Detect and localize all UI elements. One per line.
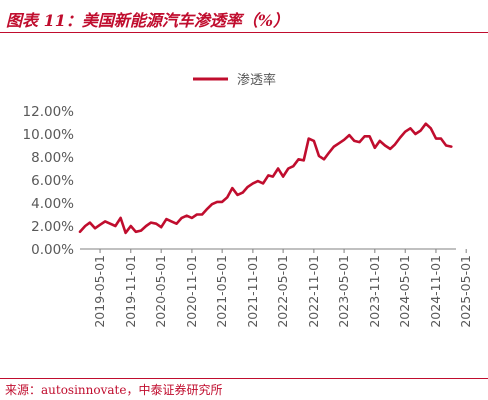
x-tick-label: 2025-05-01 — [458, 255, 473, 328]
y-tick-label: 10.00% — [23, 127, 75, 143]
x-tick-label: 2019-11-01 — [123, 255, 138, 328]
x-tick-label: 2020-05-01 — [153, 255, 168, 328]
series-layer — [78, 122, 453, 235]
x-tick-label: 2024-05-01 — [397, 255, 412, 328]
y-axis: 0.00% 2.00% 4.00% 6.00% 8.00% 10.00% 12.00% — [23, 104, 75, 258]
x-tick-label: 2023-11-01 — [367, 255, 382, 328]
title-divider — [0, 32, 488, 33]
source-note: 来源：autosinnovate，中泰证券研究所 — [5, 383, 223, 397]
y-tick-label: 4.00% — [31, 196, 74, 212]
series-line — [78, 122, 453, 235]
x-tick-label: 2021-11-01 — [245, 255, 260, 328]
x-tick-label: 2020-11-01 — [184, 255, 199, 328]
y-tick-label: 2.00% — [31, 219, 74, 235]
legend-label: 渗透率 — [237, 72, 276, 88]
y-tick-label: 8.00% — [31, 150, 74, 166]
x-tick-label: 2024-11-01 — [428, 255, 443, 328]
y-tick-label: 0.00% — [31, 242, 74, 258]
chart-legend: 渗透率 — [193, 72, 276, 88]
x-tick-label: 2023-05-01 — [336, 255, 351, 328]
x-tick-label: 2019-05-01 — [92, 255, 107, 328]
x-tick-label: 2022-11-01 — [306, 255, 321, 328]
x-tick-label: 2022-05-01 — [275, 255, 290, 328]
x-tick-label: 2021-05-01 — [214, 255, 229, 328]
figure-title: 图表 11：美国新能源汽车渗透率（%） — [6, 11, 290, 30]
footer-divider — [0, 378, 488, 379]
y-tick-label: 12.00% — [23, 104, 75, 120]
line-chart: 渗透率 0.00% 2.00% 4.00% 6.00% 8.00% 10.00% 12.00… — [23, 72, 474, 328]
x-axis: 2019-05-01 2019-11-01 2020-05-01 2020-11-01… — [80, 248, 473, 328]
y-tick-label: 6.00% — [31, 173, 74, 189]
